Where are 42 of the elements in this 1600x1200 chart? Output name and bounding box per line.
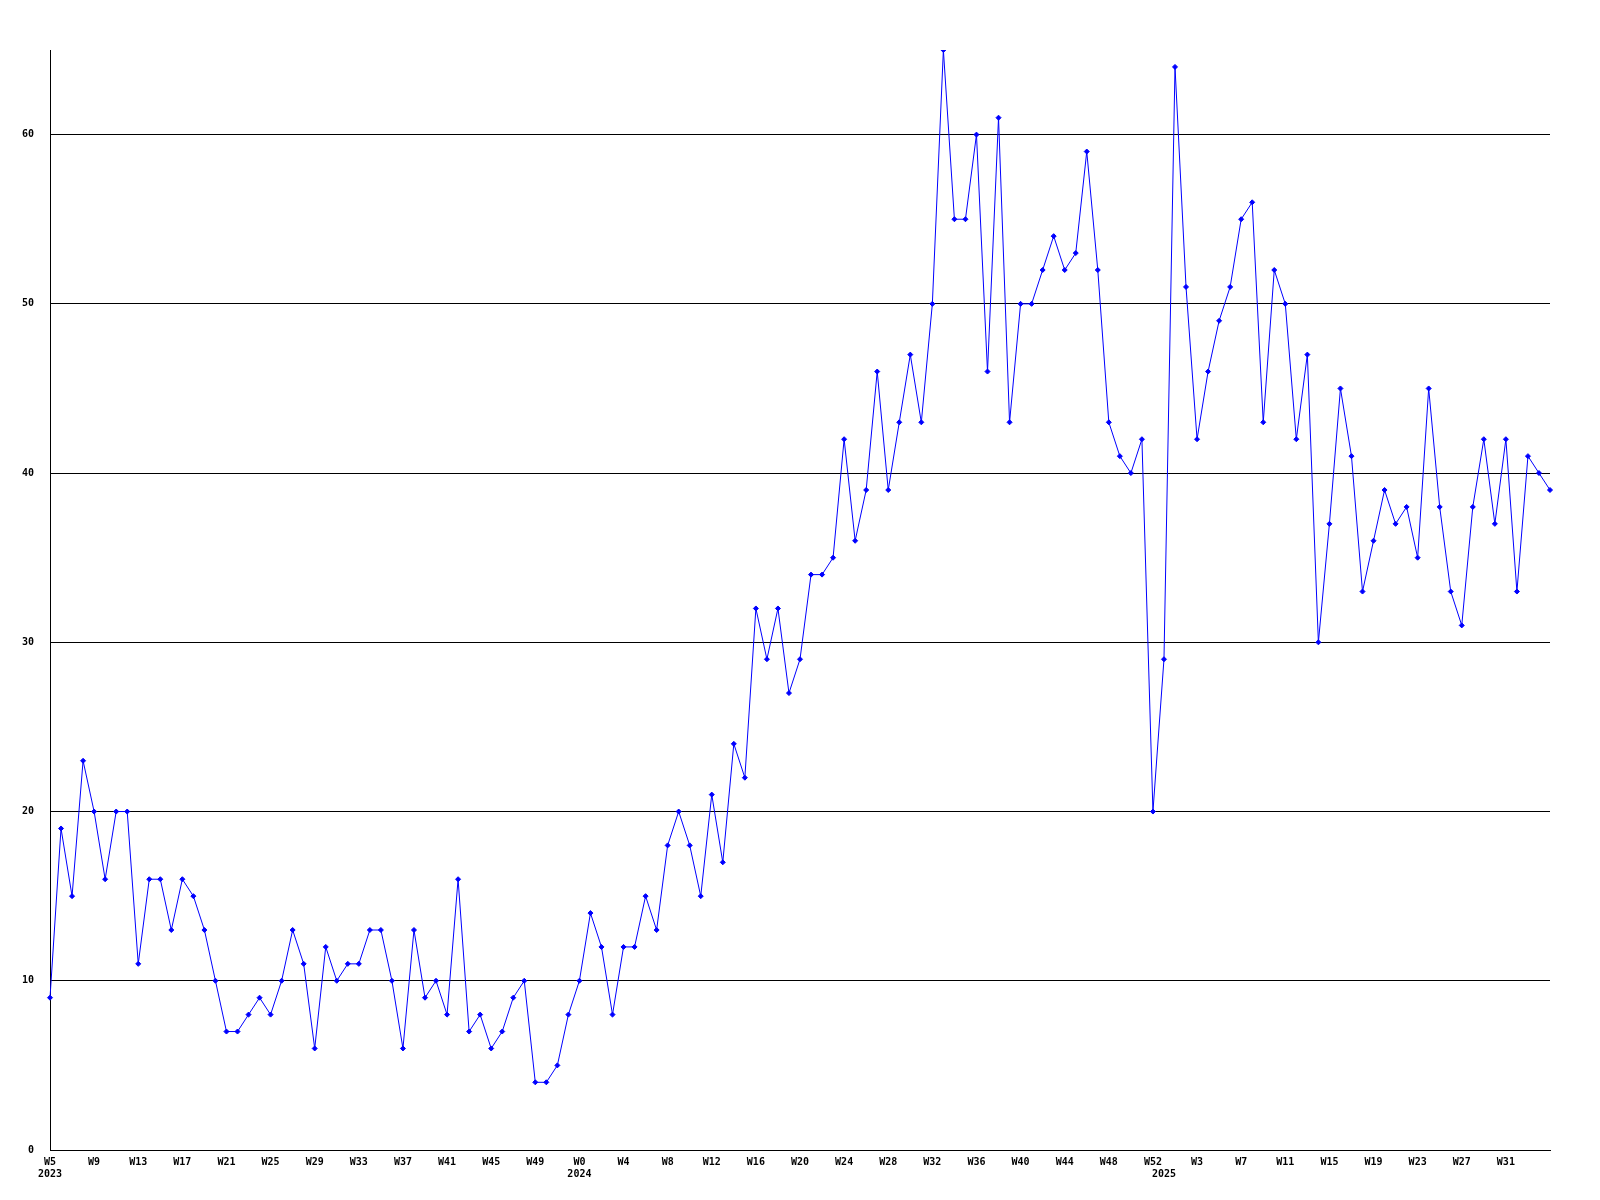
x-tick-label: 2025 xyxy=(1151,1167,1177,1179)
x-tick-label: W24 xyxy=(835,1155,854,1167)
x-tick-label: W9 xyxy=(88,1155,101,1167)
x-tick-label: W40 xyxy=(1011,1155,1030,1167)
x-tick-label: W25 xyxy=(261,1155,280,1167)
x-tick-label: W48 xyxy=(1099,1155,1118,1167)
x-tick-label: W19 xyxy=(1364,1155,1383,1167)
x-tick-label: W13 xyxy=(129,1155,148,1167)
x-tick-label: W5 2023 xyxy=(37,1155,63,1179)
x-tick-label: W31 xyxy=(1496,1155,1515,1167)
y-tick-label: 40 xyxy=(21,466,34,478)
y-tick-label: 0 xyxy=(27,1143,34,1155)
x-tick-label: W0 2024 xyxy=(567,1155,592,1179)
y-tick-label: 60 xyxy=(21,128,34,140)
x-tick-label: W52 xyxy=(1143,1155,1162,1167)
x-tick-label: W20 xyxy=(790,1155,810,1167)
y-tick-label: 10 xyxy=(21,974,34,986)
x-tick-label: W11 xyxy=(1276,1155,1295,1167)
x-tick-label: W27 xyxy=(1452,1155,1471,1167)
x-tick-label: W33 xyxy=(349,1155,368,1167)
x-tick-label: W32 xyxy=(923,1155,942,1167)
x-tick-label: W37 xyxy=(393,1155,412,1167)
x-tick-label: W8 xyxy=(661,1155,674,1167)
x-tick-label: W44 xyxy=(1055,1155,1074,1167)
y-tick-label: 30 xyxy=(21,635,34,647)
x-tick-label: W12 xyxy=(702,1155,721,1167)
x-tick-label: W4 xyxy=(617,1155,630,1167)
x-tick-label: W41 xyxy=(438,1155,457,1167)
x-tick-label: W7 xyxy=(1235,1155,1248,1167)
x-tick-label: W15 xyxy=(1320,1155,1339,1167)
x-tick-label: W29 xyxy=(305,1155,324,1167)
x-tick-label: W28 xyxy=(879,1155,898,1167)
x-tick-label: W36 xyxy=(967,1155,986,1167)
x-tick-label: W45 xyxy=(482,1155,501,1167)
y-tick-label: 50 xyxy=(21,297,34,309)
x-tick-label: W16 xyxy=(746,1155,765,1167)
x-tick-label: W21 xyxy=(217,1155,236,1167)
x-tick-label: W23 xyxy=(1408,1155,1427,1167)
x-tick-label: W49 xyxy=(526,1155,545,1167)
x-tick-label: W17 xyxy=(173,1155,192,1167)
x-tick-label: W3 xyxy=(1191,1155,1204,1167)
y-tick-label: 20 xyxy=(21,805,34,817)
